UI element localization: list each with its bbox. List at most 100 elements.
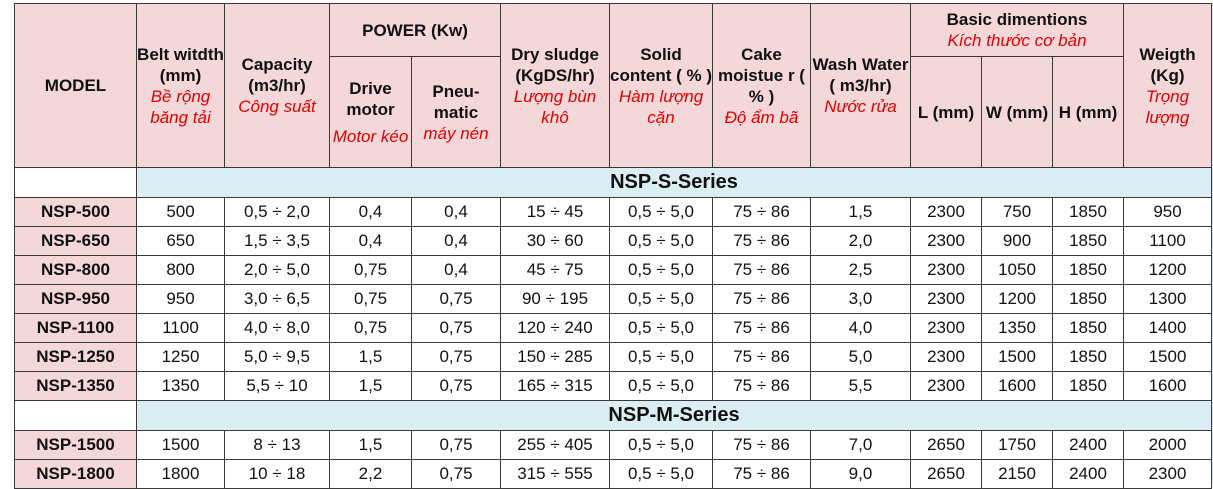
cell-drive: 1,5	[329, 342, 412, 372]
cell-sludge: 315 ÷ 555	[500, 459, 610, 489]
cell-w: 1050	[981, 255, 1053, 285]
header-cake-moisture-vi: Độ ẩm bã	[724, 107, 799, 127]
cell-capacity: 2,0 ÷ 5,0	[224, 255, 330, 285]
table-row: NSP-1100 1100 4,0 ÷ 8,0 0,75 0,75 120 ÷ 240 0,…	[14, 313, 1212, 343]
cell-belt: 1250	[136, 342, 225, 372]
cell-wash: 7,0	[810, 430, 911, 460]
cell-moisture: 75 ÷ 86	[712, 313, 811, 343]
cell-wash: 2,0	[810, 226, 911, 256]
cell-belt: 650	[136, 226, 225, 256]
cell-sludge: 165 ÷ 315	[500, 371, 610, 401]
table-row: NSP-650 650 1,5 ÷ 3,5 0,4 0,4 30 ÷ 60 0,5 ÷ 5,…	[14, 226, 1212, 256]
cell-h: 1850	[1052, 197, 1124, 227]
cell-pneu: 0,4	[411, 197, 501, 227]
header-drive-motor-en: Drive motor	[346, 78, 395, 119]
header-dim-h: H (mm)	[1052, 56, 1124, 168]
header-wash-water: Wash Water ( m3/hr) Nước rửa	[810, 3, 911, 168]
cell-solid: 0,5 ÷ 5,0	[609, 459, 713, 489]
table-row: NSP-1500 1500 8 ÷ 13 1,5 0,75 255 ÷ 405 0,5 ÷ …	[14, 430, 1212, 460]
cell-l: 2300	[910, 371, 982, 401]
cell-capacity: 5,5 ÷ 10	[224, 371, 330, 401]
cell-model: NSP-1800	[14, 459, 137, 489]
cell-w: 1750	[981, 430, 1053, 460]
header-solid-content-vi: Hàm lượng cặn	[618, 86, 704, 127]
cell-h: 1850	[1052, 226, 1124, 256]
cell-weight: 1100	[1123, 226, 1212, 256]
header-pneumatic-en: Pneu-matic	[432, 81, 480, 122]
cell-model: NSP-1500	[14, 430, 137, 460]
cell-pneu: 0,75	[411, 371, 501, 401]
header-power: POWER (Kw)	[329, 3, 501, 57]
cell-drive: 0,75	[329, 313, 412, 343]
cell-solid: 0,5 ÷ 5,0	[609, 255, 713, 285]
cell-w: 900	[981, 226, 1053, 256]
series-s-body: NSP-S-Series NSP-500 500 0,5 ÷ 2,0 0,4 0,4 15…	[14, 167, 1212, 401]
cell-moisture: 75 ÷ 86	[712, 255, 811, 285]
header-weight-vi: Trọng lượng	[1145, 86, 1190, 127]
cell-l: 2300	[910, 197, 982, 227]
header-weight-en: Weigth (Kg)	[1139, 44, 1196, 85]
cell-drive: 1,5	[329, 371, 412, 401]
cell-w: 1600	[981, 371, 1053, 401]
cell-weight: 1600	[1123, 371, 1212, 401]
cell-l: 2300	[910, 284, 982, 314]
header-dry-sludge-vi: Lượng bùn khô	[513, 86, 597, 127]
cell-wash: 5,0	[810, 342, 911, 372]
cell-capacity: 1,5 ÷ 3,5	[224, 226, 330, 256]
cell-weight: 1200	[1123, 255, 1212, 285]
cell-moisture: 75 ÷ 86	[712, 459, 811, 489]
cell-wash: 4,0	[810, 313, 911, 343]
cell-weight: 950	[1123, 197, 1212, 227]
cell-pneu: 0,75	[411, 430, 501, 460]
header-weight: Weigth (Kg) Trọng lượng	[1123, 3, 1212, 168]
cell-belt: 1100	[136, 313, 225, 343]
header-dim-l: L (mm)	[910, 56, 982, 168]
table-row: NSP-1250 1250 5,0 ÷ 9,5 1,5 0,75 150 ÷ 285 0,5…	[14, 342, 1212, 372]
cell-wash: 3,0	[810, 284, 911, 314]
table-row: NSP-1350 1350 5,5 ÷ 10 1,5 0,75 165 ÷ 315 0,5 …	[14, 371, 1212, 401]
cell-pneu: 0,75	[411, 459, 501, 489]
header-model: MODEL	[14, 3, 137, 168]
cell-capacity: 3,0 ÷ 6,5	[224, 284, 330, 314]
series-s-title: NSP-S-Series	[136, 167, 1212, 198]
cell-moisture: 75 ÷ 86	[712, 430, 811, 460]
cell-sludge: 15 ÷ 45	[500, 197, 610, 227]
header-basic-dimensions: Basic dimentions Kích thước cơ bản	[910, 3, 1124, 57]
header-pneumatic-vi: máy nén	[423, 123, 489, 143]
cell-model: NSP-1350	[14, 371, 137, 401]
cell-drive: 0,75	[329, 255, 412, 285]
cell-moisture: 75 ÷ 86	[712, 284, 811, 314]
cell-moisture: 75 ÷ 86	[712, 226, 811, 256]
header-drive-motor-vi: Motor kéo	[332, 126, 409, 146]
right-edge-strip	[1210, 3, 1213, 483]
header-belt-width: Belt witdth (mm) Bề rộng băng tải	[136, 3, 225, 168]
cell-w: 1200	[981, 284, 1053, 314]
cell-solid: 0,5 ÷ 5,0	[609, 342, 713, 372]
cell-wash: 2,5	[810, 255, 911, 285]
cell-model: NSP-1250	[14, 342, 137, 372]
cell-sludge: 150 ÷ 285	[500, 342, 610, 372]
cell-model: NSP-950	[14, 284, 137, 314]
header-dim-w: W (mm)	[981, 56, 1053, 168]
cell-model: NSP-1100	[14, 313, 137, 343]
cell-weight: 1500	[1123, 342, 1212, 372]
header-dry-sludge: Dry sludge (KgDS/hr) Lượng bùn khô	[500, 3, 610, 168]
cell-moisture: 75 ÷ 86	[712, 371, 811, 401]
cell-h: 1850	[1052, 255, 1124, 285]
series-m-blank-cell	[14, 400, 137, 431]
table-header: MODEL Belt witdth (mm) Bề rộng băng tải …	[14, 3, 1212, 168]
series-m-body: NSP-M-Series NSP-1500 1500 8 ÷ 13 1,5 0,75 25…	[14, 400, 1212, 489]
cell-solid: 0,5 ÷ 5,0	[609, 371, 713, 401]
header-solid-content-en: Solid content ( % )	[610, 44, 712, 85]
cell-w: 1500	[981, 342, 1053, 372]
cell-wash: 9,0	[810, 459, 911, 489]
cell-model: NSP-500	[14, 197, 137, 227]
cell-drive: 0,4	[329, 197, 412, 227]
header-cake-moisture: Cake moistue r ( % ) Độ ẩm bã	[712, 3, 811, 168]
cell-w: 750	[981, 197, 1053, 227]
cell-l: 2650	[910, 459, 982, 489]
cell-solid: 0,5 ÷ 5,0	[609, 226, 713, 256]
table-row: NSP-500 500 0,5 ÷ 2,0 0,4 0,4 15 ÷ 45 0,5 ÷ 5,…	[14, 197, 1212, 227]
cell-sludge: 120 ÷ 240	[500, 313, 610, 343]
header-solid-content: Solid content ( % ) Hàm lượng cặn	[609, 3, 713, 168]
